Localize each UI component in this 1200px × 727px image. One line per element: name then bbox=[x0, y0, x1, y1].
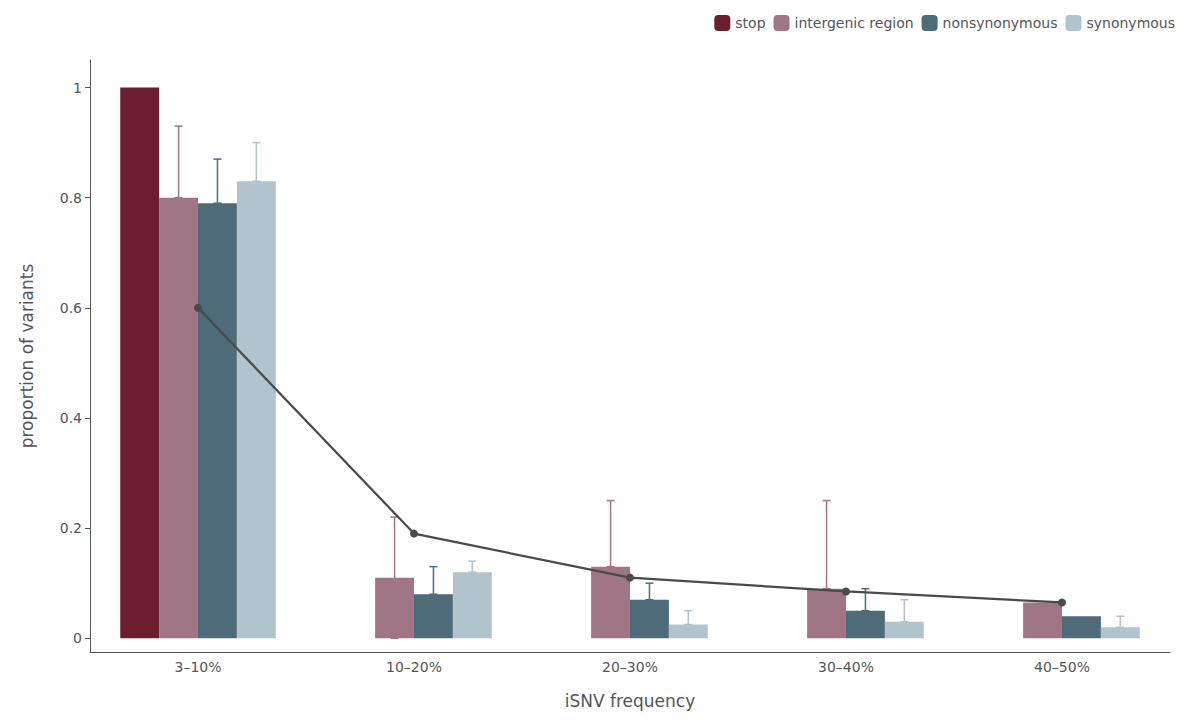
svg-text:proportion of variants: proportion of variants bbox=[17, 264, 37, 449]
svg-text:0: 0 bbox=[73, 630, 82, 646]
svg-text:3–10%: 3–10% bbox=[174, 659, 221, 675]
svg-text:0.6: 0.6 bbox=[60, 300, 82, 316]
svg-text:stop: stop bbox=[735, 15, 765, 31]
svg-text:20–30%: 20–30% bbox=[602, 659, 658, 675]
svg-text:0.8: 0.8 bbox=[60, 190, 82, 206]
svg-text:intergenic region: intergenic region bbox=[795, 15, 914, 31]
svg-text:1: 1 bbox=[73, 80, 82, 96]
svg-text:30–40%: 30–40% bbox=[818, 659, 874, 675]
svg-text:40–50%: 40–50% bbox=[1034, 659, 1090, 675]
svg-text:0.2: 0.2 bbox=[60, 520, 82, 536]
svg-text:0.4: 0.4 bbox=[60, 410, 82, 426]
svg-text:10–20%: 10–20% bbox=[386, 659, 442, 675]
svg-text:iSNV frequency: iSNV frequency bbox=[565, 691, 696, 711]
svg-text:synonymous: synonymous bbox=[1086, 15, 1175, 31]
svg-text:nonsynonymous: nonsynonymous bbox=[943, 15, 1058, 31]
